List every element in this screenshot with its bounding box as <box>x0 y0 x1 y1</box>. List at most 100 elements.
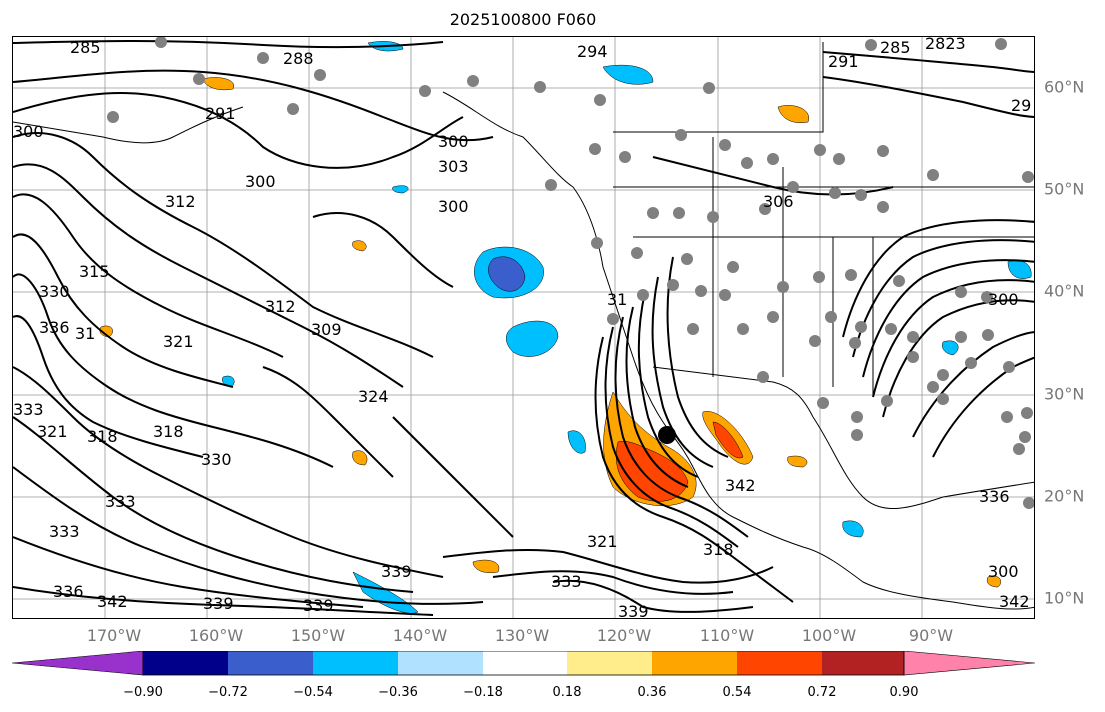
contour-label: 318 <box>87 427 118 446</box>
contour-label: 318 <box>703 540 734 559</box>
colorbar-tick: 0.36 <box>637 685 667 700</box>
map-panel[interactable]: 285 288 291 294 285 2823 29 291 300 303 … <box>12 36 1035 619</box>
contour-label: 336 <box>39 318 70 337</box>
colorbar-tick: 0.54 <box>722 685 752 700</box>
positive-area <box>986 575 1002 588</box>
contour-label: 342 <box>97 592 128 611</box>
positive-area <box>787 455 808 468</box>
lat-label: 40°N <box>1044 281 1085 301</box>
negative-area <box>842 520 864 538</box>
contour-label: 315 <box>79 262 110 281</box>
contour-label: 300 <box>988 290 1019 309</box>
contour-label: 288 <box>283 49 314 68</box>
contour-label: 342 <box>725 476 756 495</box>
positive-area-core <box>712 421 744 459</box>
negative-area <box>942 340 959 356</box>
contour-label: 324 <box>358 387 389 406</box>
station-markers <box>107 37 1034 509</box>
colorbar-segment <box>12 651 144 676</box>
colorbar-tick: 0.18 <box>552 685 582 700</box>
contour-label: 339 <box>381 562 412 581</box>
negative-area <box>1007 260 1032 279</box>
lat-label: 60°N <box>1044 77 1085 97</box>
contour-label: 336 <box>53 582 84 601</box>
contour-labels: 285 288 291 294 285 2823 29 291 300 303 … <box>13 37 1031 619</box>
colorbar-tick: −0.72 <box>208 685 248 700</box>
contour-label: 321 <box>163 332 194 351</box>
contour-label: 339 <box>203 594 234 613</box>
positive-area <box>352 450 368 466</box>
negative-area <box>392 185 409 194</box>
colorbar-segment <box>822 651 904 675</box>
colorbar-tick: 0.90 <box>889 685 919 700</box>
colorbar-tick: 0.72 <box>807 685 837 700</box>
contour-label: 300 <box>438 197 469 216</box>
colorbar-tick: −0.18 <box>463 685 503 700</box>
contour-label: 318 <box>153 422 184 441</box>
contour-label: 333 <box>105 492 136 511</box>
map-title: 2025100800 F060 <box>449 10 597 29</box>
contour-label: 312 <box>265 297 296 316</box>
contour-label: 300 <box>438 132 469 151</box>
graticule <box>13 37 1034 618</box>
lat-label: 10°N <box>1044 588 1085 608</box>
contour-label: 31 <box>75 324 95 343</box>
lat-label: 20°N <box>1044 486 1085 506</box>
lon-label: 160°W <box>188 626 244 645</box>
contour-label: 339 <box>618 602 649 619</box>
contour-label: 294 <box>577 42 608 61</box>
lon-label: 150°W <box>290 626 346 645</box>
lon-label: 120°W <box>596 626 652 645</box>
contour-label: 333 <box>49 522 80 541</box>
contour-label: 309 <box>311 320 342 339</box>
contour-label: 300 <box>988 562 1019 581</box>
map-canvas[interactable]: 285 288 291 294 285 2823 29 291 300 303 … <box>13 37 1035 619</box>
colorbar-tick: −0.90 <box>123 685 163 700</box>
contour-label: 336 <box>979 487 1010 506</box>
positive-area <box>352 240 367 252</box>
lon-label: 170°W <box>86 626 142 645</box>
positive-area <box>202 77 235 91</box>
colorbar-tick: −0.36 <box>378 685 418 700</box>
contour-label: 321 <box>587 532 618 551</box>
negative-area <box>602 64 654 85</box>
positive-area-core <box>615 440 689 502</box>
negative-area <box>567 430 586 454</box>
contour-label: 300 <box>245 172 276 191</box>
colorbar-segment <box>903 651 1035 676</box>
contour-label: 342 <box>999 592 1030 611</box>
contour-label: 330 <box>39 282 70 301</box>
contour-label: 2823 <box>925 37 966 53</box>
colorbar-segment <box>228 651 313 675</box>
contour-label: 31 <box>607 290 627 309</box>
contour-label: 300 <box>13 122 44 141</box>
lon-label: 90°W <box>908 626 954 645</box>
contour-lines <box>13 40 1034 616</box>
contour-label: 321 <box>37 422 68 441</box>
colorbar-segment <box>652 651 737 675</box>
contour-label: 291 <box>828 52 859 71</box>
lat-label: 30°N <box>1044 384 1085 404</box>
colorbar-segment <box>313 651 398 675</box>
colorbar-segment <box>143 651 228 675</box>
contour-label: 333 <box>13 400 44 419</box>
negative-area <box>506 320 559 357</box>
lon-label: 100°W <box>801 626 857 645</box>
colorbar-segment <box>737 651 822 675</box>
contour-label: 29 <box>1011 96 1031 115</box>
lon-label: 140°W <box>392 626 448 645</box>
storm-center-marker[interactable] <box>658 426 676 444</box>
colorbar-segment <box>398 651 483 675</box>
contour-label: 285 <box>70 38 101 57</box>
colorbar-segment <box>567 651 652 675</box>
negative-area-core <box>488 256 526 292</box>
contour-label: 303 <box>438 157 469 176</box>
contour-label: 285 <box>880 38 911 57</box>
lon-label: 130°W <box>494 626 550 645</box>
colorbar-tick: −0.54 <box>293 685 333 700</box>
contour-label: 330 <box>201 450 232 469</box>
positive-area <box>472 559 500 573</box>
positive-area <box>777 105 810 123</box>
contour-label: 306 <box>763 192 794 211</box>
colorbar-segment <box>483 651 567 675</box>
